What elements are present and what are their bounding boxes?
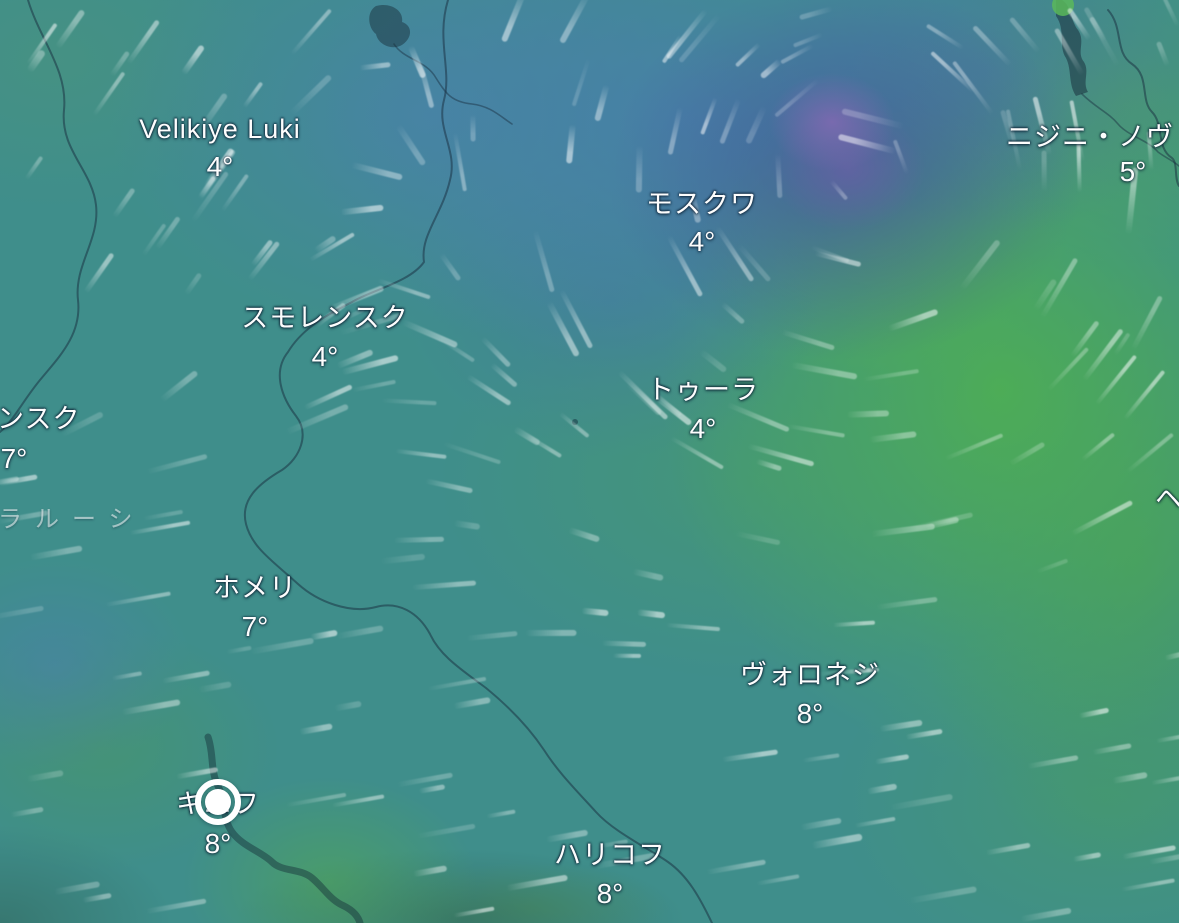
marker-dot	[205, 789, 231, 815]
region-label: ラルーシ	[0, 506, 146, 533]
city-label[interactable]: スモレンスク	[241, 303, 409, 333]
lake	[369, 4, 411, 48]
border-line	[0, 0, 98, 433]
city-label[interactable]: Velikiye Luki	[139, 114, 301, 144]
border-line	[243, 0, 713, 923]
city-label[interactable]: ンスク	[0, 404, 81, 434]
border-line	[1107, 9, 1179, 187]
river-line	[1081, 93, 1179, 167]
temperature-label[interactable]: 8°	[204, 828, 232, 859]
city-label[interactable]: ヘ	[1155, 484, 1179, 514]
temperature-label[interactable]: 7°	[241, 611, 269, 642]
temperature-label[interactable]: 4°	[689, 413, 717, 444]
small-lake	[572, 419, 578, 425]
temperature-label[interactable]: 4°	[311, 341, 339, 372]
city-label[interactable]: トゥーラ	[647, 375, 759, 405]
city-label[interactable]: ホメリ	[213, 573, 297, 603]
city-label[interactable]: ヴォロネジ	[740, 660, 880, 690]
temperature-label[interactable]: 4°	[688, 226, 716, 257]
marker-ring	[195, 779, 241, 825]
temperature-label[interactable]: 8°	[596, 878, 624, 909]
location-marker[interactable]	[195, 779, 241, 825]
reservoir-green-patch	[1052, 0, 1074, 16]
reservoir	[1056, 0, 1088, 96]
city-label[interactable]: ハリコフ	[554, 840, 666, 870]
temperature-label[interactable]: 4°	[206, 151, 234, 182]
temperature-label[interactable]: 7°	[0, 443, 28, 474]
city-label[interactable]: ニジニ・ノヴ	[1006, 122, 1174, 152]
temperature-label[interactable]: 8°	[796, 698, 824, 729]
city-label[interactable]: モスクワ	[646, 189, 758, 219]
temperature-label[interactable]: 5°	[1119, 156, 1147, 187]
